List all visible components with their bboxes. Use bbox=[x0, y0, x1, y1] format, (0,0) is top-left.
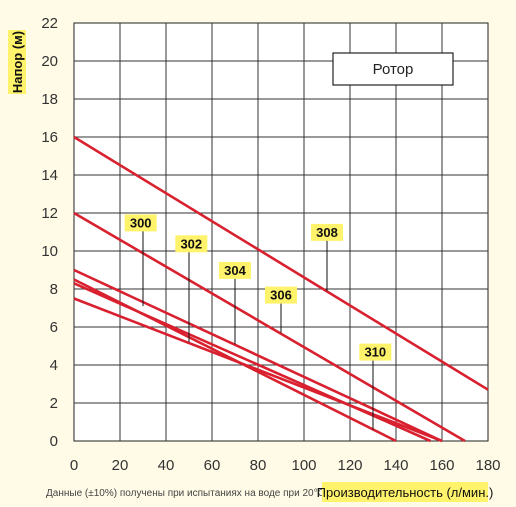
x-tick-label-140: 140 bbox=[383, 457, 408, 474]
x-tick-label-160: 160 bbox=[429, 457, 454, 474]
series-tag-bg-308 bbox=[311, 223, 343, 241]
x-tick-label-60: 60 bbox=[204, 457, 221, 474]
y-tick-label-10: 10 bbox=[41, 243, 58, 260]
y-tick-label-6: 6 bbox=[50, 319, 58, 336]
x-tick-label-180: 180 bbox=[475, 457, 500, 474]
x-tick-label-80: 80 bbox=[250, 457, 267, 474]
y-tick-label-20: 20 bbox=[41, 53, 58, 70]
legend-box: Ротор bbox=[332, 52, 454, 86]
y-axis-label-text: Напор (м) bbox=[10, 31, 25, 93]
x-axis-label-text: Производительность (л/мин.) bbox=[317, 485, 494, 500]
x-tick-labels: 0 20 40 60 80 100 120 140 160 180 bbox=[70, 457, 501, 474]
series-tag-310: 310 bbox=[364, 345, 386, 360]
series-tag-bg-304 bbox=[219, 261, 251, 279]
x-tick-label-120: 120 bbox=[337, 457, 362, 474]
series-tag-bg-300 bbox=[124, 214, 157, 232]
series-tag-bg-306 bbox=[265, 286, 297, 304]
y-tick-label-18: 18 bbox=[41, 91, 58, 108]
y-axis-label: Напор (м) bbox=[8, 30, 26, 94]
series-tag-300: 300 bbox=[130, 215, 152, 230]
series-tag-bg-302 bbox=[175, 235, 208, 253]
y-tick-label-4: 4 bbox=[50, 357, 58, 374]
series-lines bbox=[73, 135, 489, 443]
y-tick-labels: 0 2 4 6 8 10 12 14 16 18 20 22 bbox=[41, 15, 58, 450]
y-tick-label-22: 22 bbox=[41, 15, 58, 32]
y-tick-label-2: 2 bbox=[50, 395, 58, 412]
series-tag-306: 306 bbox=[270, 288, 292, 303]
series-tag-302: 302 bbox=[180, 236, 202, 251]
series-line-304 bbox=[73, 297, 443, 443]
series-tag-308: 308 bbox=[316, 225, 338, 240]
series-line-310 bbox=[73, 211, 466, 443]
x-tick-label-0: 0 bbox=[70, 457, 78, 474]
y-tick-label-0: 0 bbox=[50, 433, 58, 450]
x-tick-label-20: 20 bbox=[112, 457, 129, 474]
series-tag-304: 304 bbox=[224, 263, 246, 278]
y-tick-label-8: 8 bbox=[50, 281, 58, 298]
y-tick-label-16: 16 bbox=[41, 129, 58, 146]
series-line-306 bbox=[73, 268, 443, 443]
y-tick-label-12: 12 bbox=[41, 205, 58, 222]
series-tags: 300 302 304 306 308 310 bbox=[124, 214, 392, 361]
test-conditions-note: Данные (±10%) получены при испытаниях на… bbox=[46, 488, 328, 499]
x-tick-label-100: 100 bbox=[291, 457, 316, 474]
x-tick-label-40: 40 bbox=[158, 457, 175, 474]
legend-label: Ротор bbox=[373, 61, 414, 78]
y-axis-label-bg bbox=[8, 30, 26, 94]
x-axis-label: Производительность (л/мин.) bbox=[317, 482, 494, 502]
series-tag-bg-310 bbox=[359, 343, 392, 361]
series-line-308 bbox=[73, 135, 489, 391]
x-axis-label-bg bbox=[322, 482, 488, 502]
y-tick-label-14: 14 bbox=[41, 167, 58, 184]
legend-frame bbox=[332, 52, 454, 86]
